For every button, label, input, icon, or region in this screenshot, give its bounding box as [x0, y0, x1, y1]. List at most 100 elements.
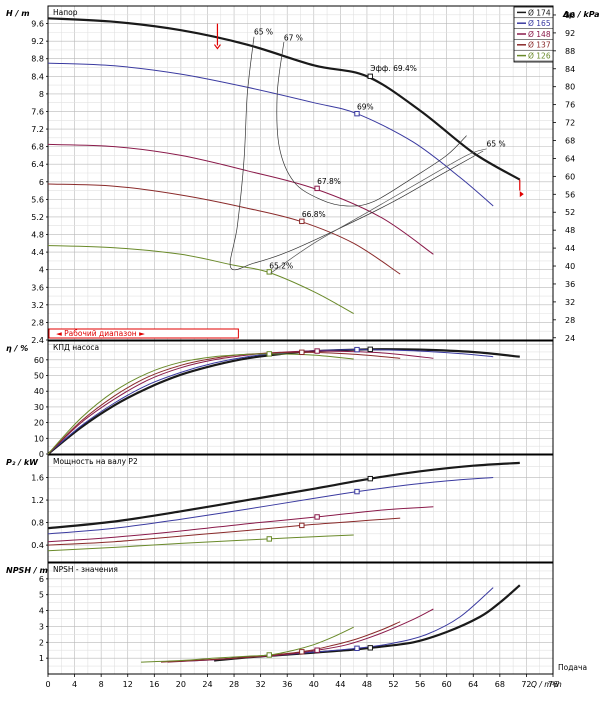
y-tick-label: 60: [34, 356, 44, 365]
y-right-tick-label: 84: [565, 65, 575, 74]
x-tick-label: 52: [388, 680, 398, 689]
y-tick-label: 3: [39, 622, 44, 631]
panel-2: 0 10 20 30 40 50 60 η / % КПД насоса: [6, 340, 554, 459]
panel-frame: [47, 340, 554, 455]
series-line-165: [47, 62, 494, 207]
y-tick-label: 4.4: [31, 248, 44, 257]
efficiency-label: 65 %: [487, 140, 506, 149]
x-tick-label: 40: [309, 680, 319, 689]
duty-point-marker: [299, 649, 305, 655]
x-tick-label: 44: [335, 680, 345, 689]
series-line-148: [47, 143, 434, 255]
y-tick-label: 8.4: [31, 72, 44, 81]
y-right-tick-label: 60: [565, 172, 575, 181]
series-line-165: [47, 349, 494, 455]
y-axis-label: P₂ / kW: [6, 458, 39, 467]
duty-point-marker: [299, 349, 305, 356]
y-tick-label: 0.8: [31, 519, 44, 528]
legend-entry: Ø 174: [528, 8, 551, 17]
y-right-tick-label: 80: [565, 83, 575, 92]
x-tick-label: 16: [149, 680, 159, 689]
series-line-174: [47, 348, 520, 455]
efficiency-isoline: [229, 36, 484, 271]
y-tick-label: 7.6: [31, 107, 44, 116]
legend-entry: Ø 165: [528, 19, 551, 28]
duty-point-marker: [299, 218, 305, 225]
y-tick-label: 6.8: [31, 143, 44, 152]
panel-title: КПД насоса: [53, 343, 99, 352]
y-tick-label: 5.6: [31, 195, 44, 204]
x-tick-label: 12: [123, 680, 133, 689]
y-right-tick-label: 36: [565, 280, 575, 289]
x-tick-label: 4: [72, 680, 77, 689]
range-end-marker: [519, 191, 524, 198]
legend: Ø 174 Ø 165 Ø 148 Ø 137 Ø 126: [513, 6, 554, 63]
panel-1: 2.42.83.23.644.44.85.25.666.46.87.27.688…: [6, 5, 599, 345]
y-tick-label: 6: [39, 575, 44, 584]
efficiency-isoline: [276, 41, 467, 207]
duty-point-marker: [314, 185, 320, 192]
y-tick-label: 6.4: [31, 160, 44, 169]
y-tick-label: 1.6: [31, 474, 44, 483]
y-axis-label: NPSH / m: [6, 566, 48, 575]
duty-point-marker: [266, 351, 272, 357]
duty-point-marker: [367, 645, 373, 651]
x-tick-label: 60: [442, 680, 452, 689]
y-tick-label: 0: [39, 450, 44, 459]
series-line-126: [47, 534, 354, 552]
x-tick-label: 72: [521, 680, 531, 689]
legend-entry: Ø 126: [528, 52, 551, 61]
series-line-126: [47, 245, 354, 315]
y-right-tick-label: 52: [565, 208, 575, 217]
y-right-tick-label: 76: [565, 101, 575, 110]
y-tick-label: 3.6: [31, 283, 44, 292]
y-tick-label: 5.2: [31, 213, 44, 222]
y-right-tick-label: 28: [565, 316, 575, 325]
efficiency-label: 65 %: [254, 28, 273, 37]
y-right-tick-label: 56: [565, 190, 575, 199]
y-tick-label: 2.4: [31, 336, 44, 345]
efficiency-label: Эфф. 69.4%: [370, 64, 417, 73]
y-right-axis-label: Δp / kPa: [562, 10, 599, 19]
x-tick-label: 0: [45, 680, 50, 689]
duty-point-marker: [266, 652, 272, 658]
y-tick-label: 8: [39, 90, 44, 99]
y-tick-label: 1.2: [31, 496, 44, 505]
series-line-174: [47, 17, 521, 181]
duty-point-marker: [266, 536, 272, 542]
y-tick-label: 10: [34, 434, 44, 443]
duty-point-marker: [314, 514, 320, 520]
panel-frame: [47, 562, 554, 675]
y-axis-label: η / %: [6, 344, 28, 353]
y-tick-label: 50: [34, 372, 44, 381]
x-tick-label: 24: [202, 680, 212, 689]
y-right-tick-label: 40: [565, 262, 575, 271]
series-line-137: [47, 183, 401, 275]
x-tick-label: 32: [256, 680, 266, 689]
y-right-tick-label: 72: [565, 119, 575, 128]
range-start-marker: [213, 23, 221, 50]
efficiency-label: 67.8%: [317, 177, 341, 186]
duty-point-marker: [367, 346, 373, 353]
legend-entry: Ø 137: [528, 41, 551, 50]
x-axis-title: Подача: [558, 663, 587, 672]
y-tick-label: 20: [34, 419, 44, 428]
y-tick-label: 3.2: [31, 301, 44, 310]
x-tick-label: 68: [495, 680, 505, 689]
legend-entry: Ø 148: [528, 30, 551, 39]
y-tick-label: 2: [39, 638, 44, 647]
y-tick-label: 9.2: [31, 37, 44, 46]
efficiency-isoline: [270, 148, 487, 274]
x-tick-label: 64: [468, 680, 478, 689]
duty-point-marker: [354, 488, 360, 495]
y-tick-label: 1: [39, 654, 44, 663]
x-tick-label: 20: [176, 680, 186, 689]
duty-point-marker: [266, 269, 272, 275]
x-tick-label: 56: [415, 680, 425, 689]
duty-point-marker: [314, 647, 320, 653]
operating-range-box: [48, 328, 239, 339]
y-tick-label: 4: [39, 607, 44, 616]
